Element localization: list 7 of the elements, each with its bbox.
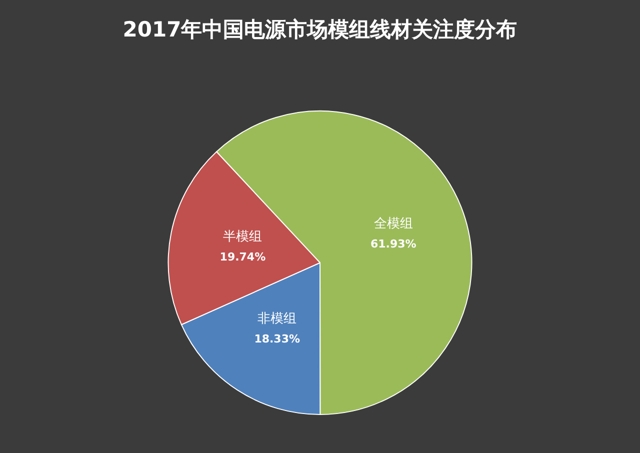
slice-label: 半模组 (223, 230, 262, 245)
data-label: 61.93% (370, 237, 416, 250)
data-label: 18.33% (254, 332, 300, 346)
chart-title: 2017年中国电源市场模组线材关注度分布 (122, 18, 518, 42)
slice-label: 非模组 (258, 311, 297, 326)
data-label: 19.74% (220, 250, 266, 264)
slice-label: 全模组 (374, 216, 413, 232)
